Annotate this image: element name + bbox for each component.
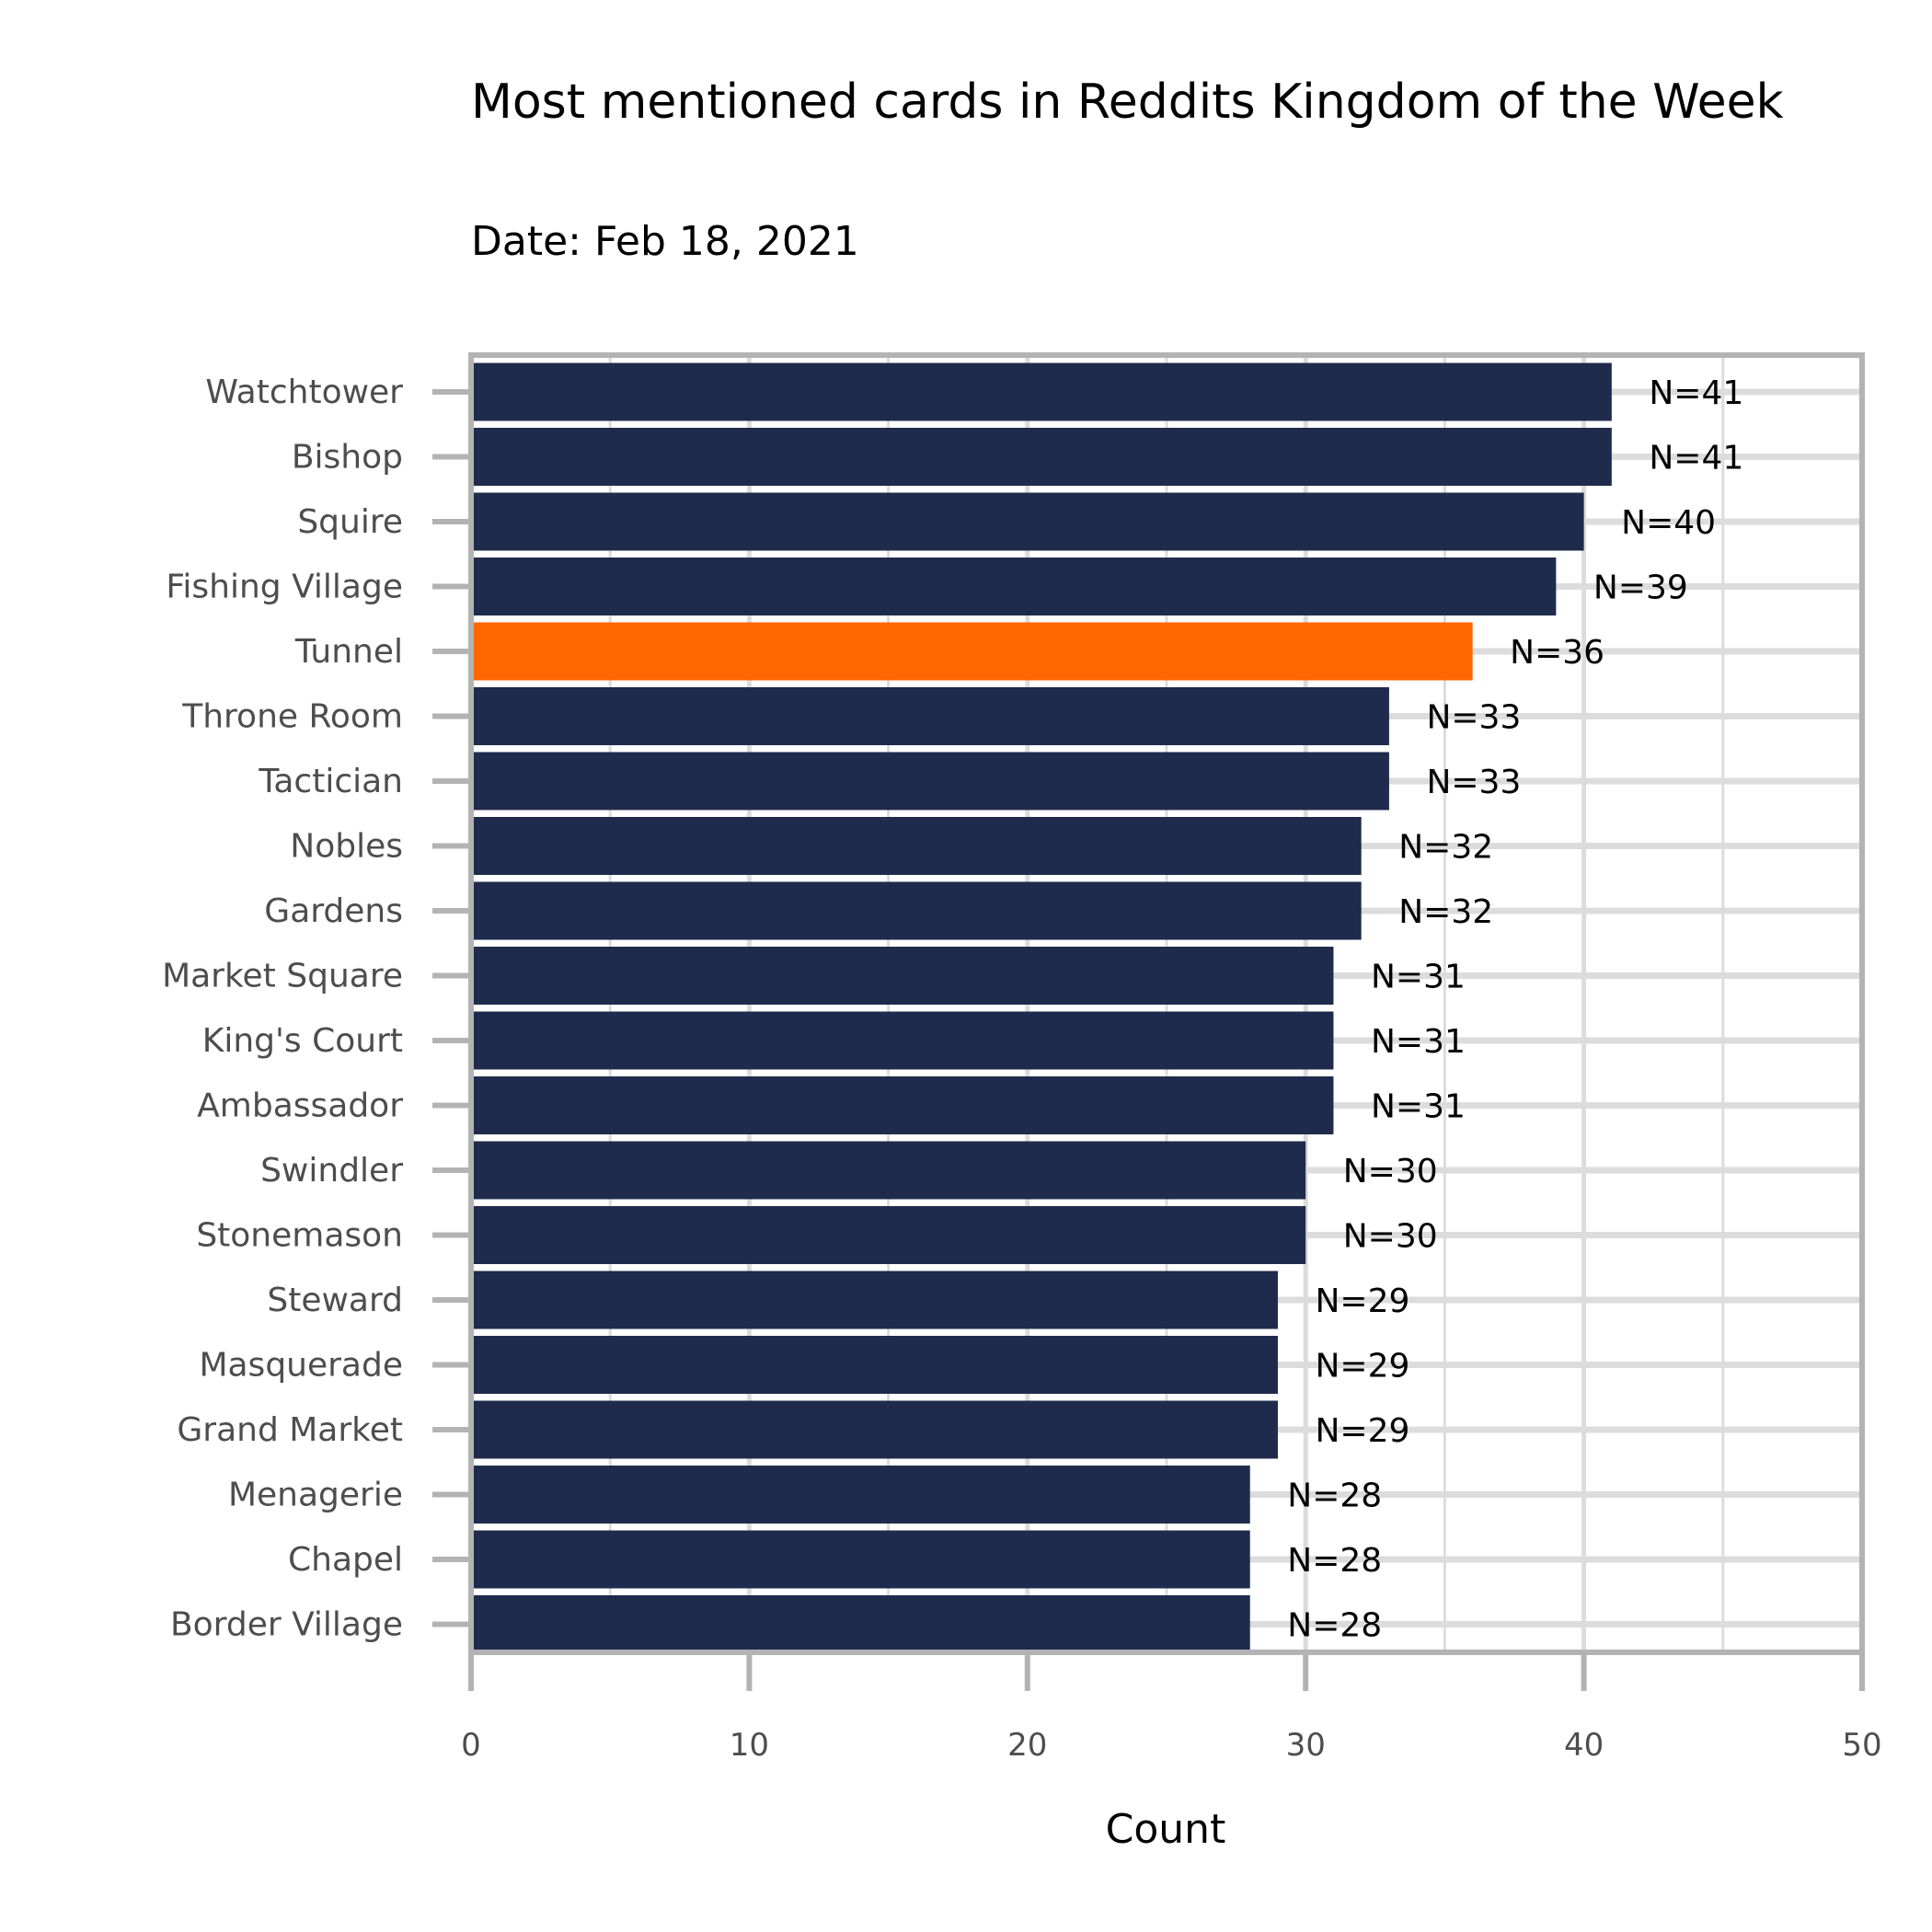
category-label: Fishing Village [166, 569, 403, 606]
data-label: N=30 [1343, 1153, 1438, 1190]
category-label: Market Square [162, 958, 403, 995]
bar [474, 1206, 1306, 1264]
chart-subtitle: Date: Feb 18, 2021 [471, 218, 859, 265]
bar [474, 362, 1612, 421]
category-label: Tactician [258, 763, 403, 800]
category-label: Stonemason [196, 1217, 403, 1255]
data-label: N=29 [1316, 1348, 1410, 1386]
data-label: N=33 [1426, 699, 1521, 737]
category-label: Masquerade [199, 1347, 403, 1385]
category-label: Chapel [288, 1541, 403, 1579]
bar [474, 1336, 1278, 1394]
bar-highlighted [474, 622, 1473, 681]
x-tick-label: 40 [1564, 1727, 1604, 1764]
bar [474, 1530, 1250, 1589]
bar [474, 752, 1389, 811]
bar [474, 881, 1362, 940]
category-label: Bishop [292, 439, 403, 477]
bar [474, 1141, 1306, 1200]
data-labels: N=41 N=41 N=40 N=39 N=36 N=33 N=33 N=32 N=32 N=31… [1287, 374, 1743, 1645]
data-label: N=28 [1287, 1542, 1382, 1580]
x-tick-label: 20 [1007, 1727, 1047, 1764]
bar [474, 492, 1584, 551]
category-labels: Watchtower Bishop Squire Fishing Village Tun… [162, 374, 403, 1644]
data-label: N=41 [1649, 374, 1743, 412]
data-label: N=32 [1398, 829, 1493, 867]
bar [474, 1466, 1250, 1524]
bar [474, 1400, 1278, 1459]
x-tick-label: 50 [1842, 1727, 1881, 1764]
category-label: Tunnel [294, 633, 403, 671]
category-label: Ambassador [197, 1087, 403, 1125]
data-label: N=29 [1316, 1282, 1410, 1320]
bar [474, 947, 1334, 1005]
category-label: Watchtower [205, 374, 403, 411]
bar [474, 817, 1362, 875]
category-label: Steward [267, 1282, 403, 1319]
bar [474, 1011, 1334, 1070]
data-label: N=31 [1371, 959, 1466, 996]
plot-frame [468, 352, 1865, 1655]
category-label: Border Village [170, 1606, 403, 1644]
category-label: Menagerie [228, 1477, 403, 1514]
category-label: Throne Room [181, 698, 403, 736]
data-label: N=29 [1316, 1412, 1410, 1450]
bars [474, 362, 1612, 1653]
data-label: N=33 [1426, 764, 1521, 801]
category-label: Nobles [290, 828, 403, 866]
data-label: N=39 [1593, 569, 1688, 607]
data-label: N=31 [1371, 1088, 1466, 1126]
bar [474, 1076, 1334, 1134]
bar [474, 1271, 1278, 1329]
bar [474, 1595, 1250, 1653]
x-axis-ticks: 0 10 20 30 40 50 [461, 1652, 1882, 1764]
data-label: N=28 [1287, 1607, 1382, 1645]
category-label: King's Court [202, 1022, 403, 1060]
category-label: Gardens [264, 892, 403, 930]
data-label: N=32 [1398, 893, 1493, 931]
data-label: N=36 [1510, 634, 1604, 672]
data-label: N=28 [1287, 1478, 1382, 1515]
data-label: N=31 [1371, 1023, 1466, 1061]
x-axis-title: Count [1106, 1806, 1226, 1853]
bar [474, 558, 1557, 615]
x-tick-label: 0 [461, 1727, 481, 1764]
category-label: Squire [297, 503, 403, 541]
chart-title: Most mentioned cards in Reddits Kingdom … [471, 75, 1784, 130]
data-label: N=30 [1343, 1218, 1438, 1256]
data-label: N=41 [1649, 440, 1743, 477]
category-label: Grand Market [177, 1411, 403, 1449]
bar [474, 687, 1389, 745]
category-label: Swindler [260, 1152, 403, 1190]
data-label: N=40 [1621, 504, 1716, 542]
x-tick-label: 10 [730, 1727, 769, 1764]
x-tick-label: 30 [1286, 1727, 1326, 1764]
bar [474, 428, 1612, 486]
